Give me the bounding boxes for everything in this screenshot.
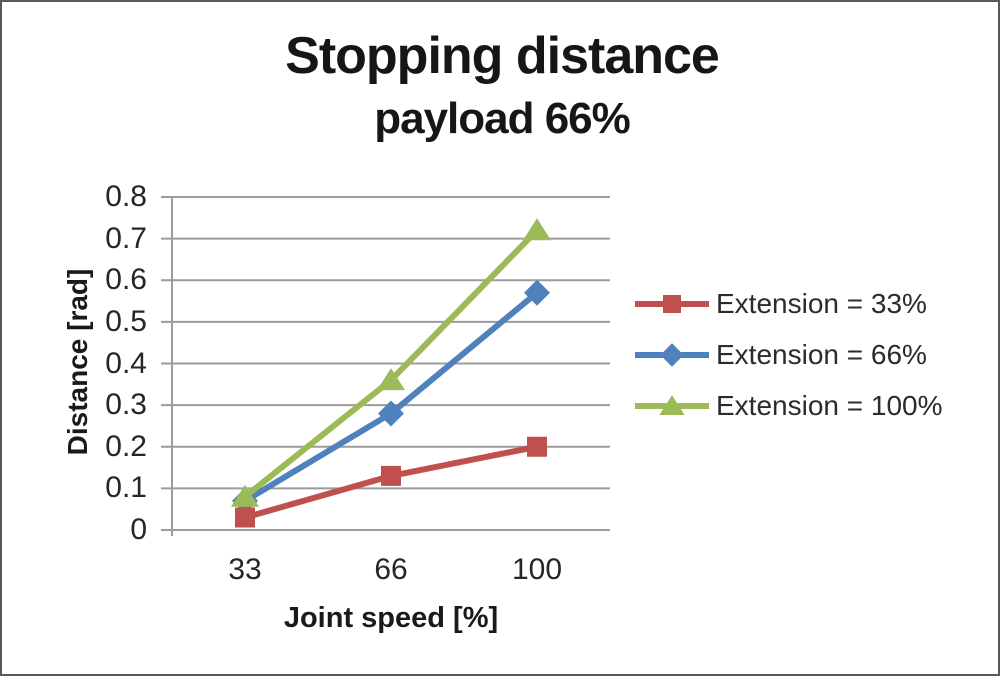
triangle-marker [377, 368, 405, 391]
chart-subtitle: payload 66% [374, 94, 631, 143]
triangle-marker [231, 484, 259, 507]
square-marker [381, 465, 401, 486]
legend-label: Extension = 100% [716, 390, 943, 421]
diamond-marker [378, 400, 404, 427]
y-tick-label: 0.2 [105, 429, 147, 463]
square-marker [663, 295, 681, 313]
legend-marker-diamond [635, 343, 709, 367]
y-tick-label: 0.3 [105, 388, 147, 422]
legend-item: Extension = 100% [635, 386, 943, 426]
y-tick-label: 0.5 [105, 304, 147, 338]
diamond-marker [660, 343, 684, 367]
y-tick-label: 0.8 [105, 180, 147, 213]
x-axis-title: Joint speed [%] [283, 602, 499, 634]
legend: Extension = 33% Extension = 66% Extension … [635, 284, 943, 426]
x-tick-label: 33 [228, 553, 262, 586]
triangle-marker [659, 395, 685, 415]
y-tick-label: 0.6 [105, 263, 147, 297]
square-marker [527, 436, 547, 457]
x-tick-label: 66 [374, 553, 408, 586]
legend-item: Extension = 33% [635, 284, 943, 324]
diamond-marker [524, 279, 550, 306]
legend-item: Extension = 66% [635, 335, 943, 375]
legend-marker-triangle [635, 395, 709, 415]
legend-label: Extension = 66% [716, 339, 927, 370]
y-tick-label: 0.7 [105, 221, 147, 255]
legend-marker-square [635, 295, 709, 313]
chart-title: Stopping distance [285, 27, 720, 85]
x-tick-label: 100 [511, 553, 563, 586]
legend-label: Extension = 33% [716, 288, 927, 319]
y-tick-label: 0.4 [105, 346, 147, 380]
y-tick-label: 0 [130, 513, 147, 546]
y-axis-title: Distance [rad] [62, 268, 93, 456]
y-tick-label: 0.1 [105, 471, 147, 505]
triangle-marker [523, 218, 551, 241]
square-marker [235, 507, 255, 528]
